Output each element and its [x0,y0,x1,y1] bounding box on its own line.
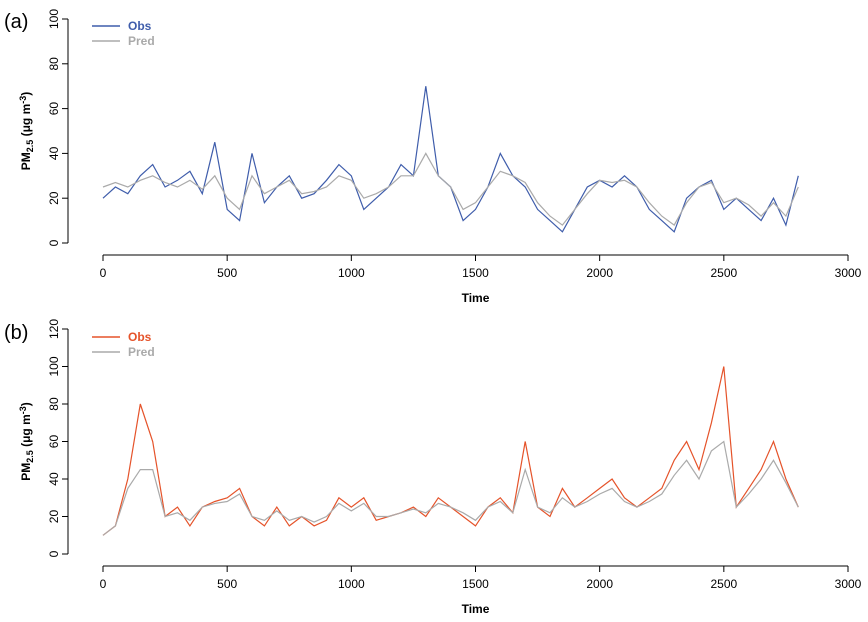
x-tick-label: 1000 [338,266,365,280]
x-tick-label: 1500 [462,266,489,280]
y-tick-label: 0 [47,550,61,557]
x-tick-label: 1500 [462,577,489,591]
x-tick-label: 2500 [710,266,737,280]
x-tick-label: 2500 [710,577,737,591]
x-tick-label: 0 [100,266,107,280]
y-tick-label: 20 [47,191,61,205]
x-tick-label: 2000 [586,577,613,591]
y-axis-label-part: (μg m [19,414,33,450]
y-tick-label: 100 [47,9,61,29]
legend-label: Pred [128,34,155,48]
y-axis-label: PM2.5 (μg m-3) [18,92,35,171]
y-axis-label-part: ) [19,402,33,406]
x-tick-label: 0 [100,577,107,591]
y-tick-label: 60 [47,102,61,116]
x-tick-label: 3000 [835,266,862,280]
y-axis-label-part: ) [19,92,33,96]
panel-label: (a) [4,11,28,33]
y-axis-label-part: PM [19,152,33,170]
x-tick-label: 3000 [835,577,862,591]
y-axis-label: PM2.5 (μg m-3) [18,402,35,481]
data-line [102,152,799,226]
data-line [102,86,799,233]
x-tick-label: 2000 [586,266,613,280]
y-axis-label-part: 2.5 [25,450,35,463]
y-tick-label: 20 [47,510,61,524]
panel-label: (b) [4,322,28,344]
y-axis-label-part: (μg m [19,104,33,140]
x-tick-label: 500 [217,266,237,280]
data-line [102,440,799,536]
y-tick-label: 80 [47,397,61,411]
x-axis-label: Time [462,291,490,305]
y-axis-label-part: 2.5 [25,140,35,153]
y-tick-label: 80 [47,57,61,71]
y-tick-label: 120 [47,319,61,339]
legend-label: Obs [128,330,152,344]
y-tick-label: 0 [47,239,61,246]
legend-label: Obs [128,19,152,33]
y-tick-label: 40 [47,146,61,160]
y-axis-label-part: -3 [18,406,28,414]
legend-label: Pred [128,345,155,359]
y-axis-label-part: -3 [18,96,28,104]
y-tick-label: 40 [47,472,61,486]
x-tick-label: 500 [217,577,237,591]
y-tick-label: 100 [47,356,61,376]
y-axis-label-part: PM [19,463,33,481]
x-axis-label: Time [462,602,490,616]
x-tick-label: 1000 [338,577,365,591]
data-line [102,366,799,536]
y-tick-label: 60 [47,435,61,449]
